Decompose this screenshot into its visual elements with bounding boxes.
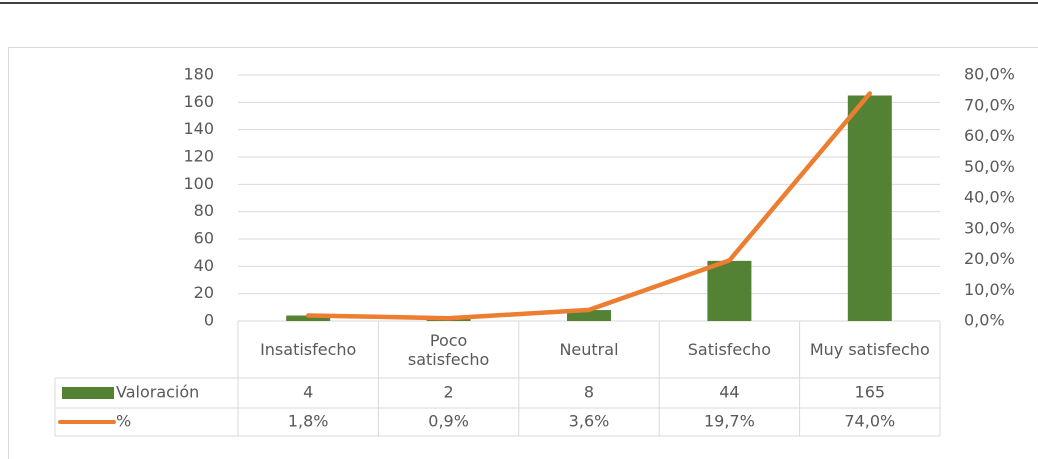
x-tick-label-box: Poco satisfecho xyxy=(407,330,490,369)
x-tick-label: Muy satisfecho xyxy=(809,340,930,359)
bar xyxy=(567,310,611,321)
y-tick-label: 140 xyxy=(183,119,214,138)
x-tick-label-box: Neutral xyxy=(559,340,619,359)
y2-tick-label: 50,0% xyxy=(964,157,1015,176)
y2-tick-label: 60,0% xyxy=(964,126,1015,145)
table-value: 44 xyxy=(719,383,739,402)
y2-tick-label: 30,0% xyxy=(964,218,1015,237)
y-tick-label: 120 xyxy=(183,147,214,166)
chart-border xyxy=(8,47,1038,459)
table-value: 19,7% xyxy=(704,412,755,431)
y-tick-label: 180 xyxy=(183,65,214,84)
y2-tick-label: 80,0% xyxy=(964,65,1015,84)
table-value: 165 xyxy=(855,383,886,402)
bar xyxy=(286,315,331,321)
table-value: 3,6% xyxy=(569,412,610,431)
x-tick-label-box: Insatisfecho xyxy=(260,340,357,359)
y-tick-label: 160 xyxy=(183,92,214,111)
legend-swatch xyxy=(62,387,114,399)
table-value: 2 xyxy=(444,383,454,402)
y2-tick-label: 40,0% xyxy=(964,188,1015,207)
y-tick-label: 80 xyxy=(194,201,214,220)
x-tick-label-box: Muy satisfecho xyxy=(809,340,930,359)
x-tick-label: Neutral xyxy=(559,340,619,359)
y-tick-label: 20 xyxy=(194,283,214,302)
y2-tick-label: 70,0% xyxy=(964,95,1015,114)
bar xyxy=(847,95,892,321)
bar xyxy=(707,260,752,321)
y-tick-label: 60 xyxy=(194,229,214,248)
table-value: 4 xyxy=(303,383,313,402)
y-tick-label: 0 xyxy=(204,311,214,330)
table-value: 0,9% xyxy=(428,412,469,431)
x-tick-label: Poco satisfecho xyxy=(407,330,490,369)
table-value: 8 xyxy=(584,383,594,402)
line xyxy=(305,91,873,321)
y2-tick-label: 10,0% xyxy=(964,280,1015,299)
legend-label: % xyxy=(116,412,131,431)
table-value: 74,0% xyxy=(844,412,895,431)
y-tick-label: 100 xyxy=(183,174,214,193)
y2-tick-label: 0,0% xyxy=(964,311,1005,330)
y-tick-label: 40 xyxy=(194,256,214,275)
x-tick-label-box: Satisfecho xyxy=(687,340,771,359)
x-tick-label: Satisfecho xyxy=(687,340,771,359)
y2-tick-label: 20,0% xyxy=(964,249,1015,268)
legend-label: Valoración xyxy=(116,383,199,402)
table-value: 1,8% xyxy=(288,412,329,431)
x-tick-label: Insatisfecho xyxy=(260,340,357,359)
